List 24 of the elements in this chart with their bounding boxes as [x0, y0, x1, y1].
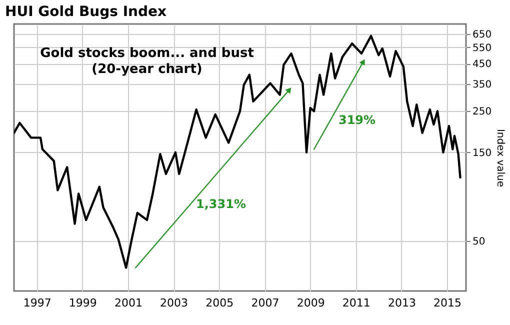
x-tick-label: 2015	[434, 296, 462, 310]
chart-title: HUI Gold Bugs Index	[5, 4, 167, 20]
y-axis-title: Index value	[494, 128, 506, 188]
x-tick-label: 2011	[342, 296, 370, 310]
y-tick-label: 450	[472, 59, 492, 70]
annotation: Gold stocks boom... and bust	[40, 46, 254, 61]
annotation: 1,331%	[196, 197, 246, 211]
x-tick-label: 2013	[388, 296, 416, 310]
x-tick-label: 2003	[160, 296, 188, 310]
x-tick-label: 2001	[114, 296, 142, 310]
y-tick-label: 250	[472, 106, 492, 118]
x-tick-label: 2007	[251, 296, 280, 310]
annotation: (20-year chart)	[92, 62, 202, 77]
line-series	[14, 34, 462, 269]
annotation: 319%	[338, 113, 376, 127]
y-tick-label: 650	[472, 29, 492, 40]
x-tick-label: 2009	[296, 296, 325, 310]
y-tick-label: 550	[472, 42, 492, 54]
y-tick-label: 350	[472, 79, 492, 90]
x-tick-label: 1999	[68, 296, 97, 310]
y-tick-label: 50	[472, 236, 486, 248]
x-tick-label: 2005	[206, 296, 234, 310]
x-tick-label: 1997	[23, 296, 52, 310]
y-tick-label: 150	[472, 148, 492, 159]
